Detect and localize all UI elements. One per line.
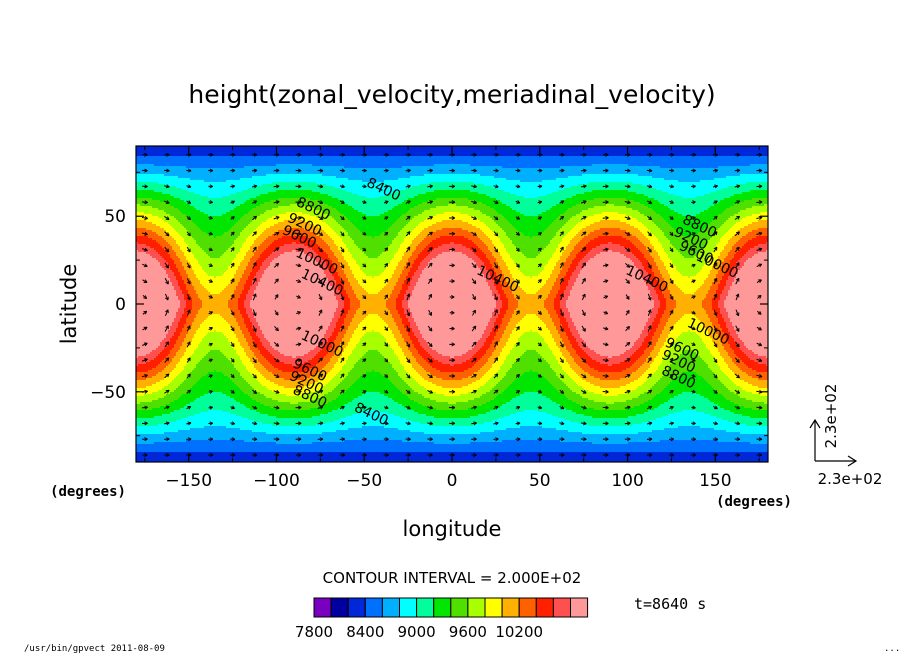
colorbar-swatch <box>553 598 570 617</box>
vector-ref-x-label: 2.3e+02 <box>818 470 883 488</box>
x-tick-label: 100 <box>611 471 643 491</box>
colorbar-swatch <box>348 598 365 617</box>
colorbar-swatch <box>400 598 417 617</box>
x-tick-label: −100 <box>253 471 300 491</box>
y-axis-label: latitude <box>57 264 81 345</box>
colorbar-swatch <box>451 598 468 617</box>
footer-left: /usr/bin/gpvect 2011-08-09 <box>24 644 165 654</box>
colorbar-tick-label: 8400 <box>346 623 384 641</box>
contour-interval-text: CONTOUR INTERVAL = 2.000E+02 <box>323 569 582 587</box>
colorbar: 7800 8400 9000 9600 10200 <box>295 598 588 641</box>
colorbar-tick-label: 10200 <box>495 623 543 641</box>
contour-field <box>136 146 768 462</box>
x-tick-label: 0 <box>447 471 458 491</box>
colorbar-swatch <box>502 598 519 617</box>
colorbar-swatch <box>314 598 331 617</box>
colorbar-swatch <box>519 598 536 617</box>
x-tick-label: −50 <box>346 471 382 491</box>
chart-title: height(zonal_velocity,meriadinal_velocit… <box>188 80 715 109</box>
colorbar-swatch <box>434 598 451 617</box>
x-axis-label: longitude <box>403 517 502 541</box>
colorbar-swatch <box>485 598 502 617</box>
x-tick-label: 50 <box>529 471 551 491</box>
x-tick-label: −150 <box>165 471 212 491</box>
colorbar-tick-label: 7800 <box>295 623 333 641</box>
y-tick-label: −50 <box>90 383 126 403</box>
colorbar-swatch <box>417 598 434 617</box>
colorbar-swatch <box>331 598 348 617</box>
x-unit-label: (degrees) <box>716 494 792 510</box>
footer-right: ... <box>884 644 900 654</box>
colorbar-swatch <box>468 598 485 617</box>
time-text: t=8640 s <box>634 595 706 613</box>
colorbar-swatch <box>536 598 553 617</box>
colorbar-swatch <box>382 598 399 617</box>
vector-reference: 2.3e+02 2.3e+02 <box>810 384 882 488</box>
vector-ref-y-label: 2.3e+02 <box>822 384 840 449</box>
y-unit-label: (degrees) <box>50 484 126 500</box>
y-tick-label: 0 <box>115 295 126 315</box>
colorbar-tick-label: 9000 <box>398 623 436 641</box>
colorbar-tick-label: 9600 <box>449 623 487 641</box>
x-tick-label: 150 <box>699 471 731 491</box>
colorbar-swatch <box>365 598 382 617</box>
y-tick-label: 50 <box>104 207 126 227</box>
colorbar-swatch <box>571 598 588 617</box>
